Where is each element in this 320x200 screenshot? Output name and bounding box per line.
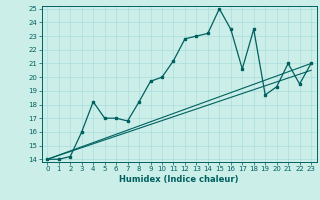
X-axis label: Humidex (Indice chaleur): Humidex (Indice chaleur) [119,175,239,184]
